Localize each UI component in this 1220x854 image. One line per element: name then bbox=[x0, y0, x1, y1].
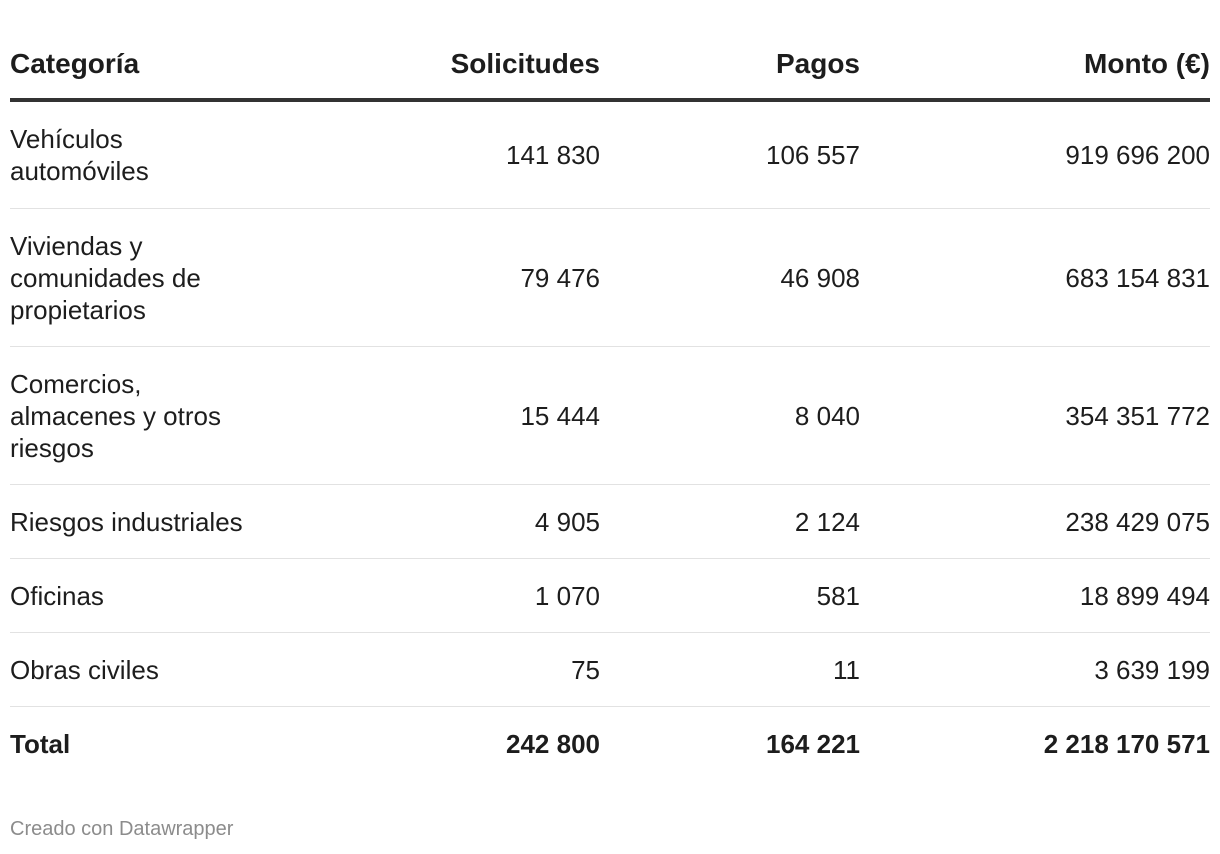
data-table: Categoría Solicitudes Pagos Monto (€) Ve… bbox=[10, 0, 1210, 781]
column-header-monto[interactable]: Monto (€) bbox=[860, 0, 1210, 102]
cell-pagos: 581 bbox=[600, 558, 860, 633]
table-row: Comercios, almacenes y otros riesgos 15 … bbox=[10, 346, 1210, 485]
cell-solicitudes: 1 070 bbox=[270, 558, 600, 633]
cell-pagos: 106 557 bbox=[600, 100, 860, 209]
column-header-pagos[interactable]: Pagos bbox=[600, 0, 860, 102]
cell-pagos: 2 124 bbox=[600, 484, 860, 559]
table-row: Obras civiles 75 11 3 639 199 bbox=[10, 632, 1210, 707]
cell-categoria: Vehículos automóviles bbox=[10, 100, 270, 209]
cell-monto: 238 429 075 bbox=[860, 484, 1210, 559]
cell-pagos: 8 040 bbox=[600, 346, 860, 485]
cell-categoria: Oficinas bbox=[10, 558, 270, 633]
cell-solicitudes: 4 905 bbox=[270, 484, 600, 559]
cell-pagos: 11 bbox=[600, 632, 860, 707]
total-row: Total 242 800 164 221 2 218 170 571 bbox=[10, 707, 1210, 782]
header-row: Categoría Solicitudes Pagos Monto (€) bbox=[10, 0, 1210, 102]
cell-solicitudes: 79 476 bbox=[270, 208, 600, 347]
cell-monto: 18 899 494 bbox=[860, 558, 1210, 633]
total-label: Total bbox=[10, 729, 71, 759]
cell-pagos: 46 908 bbox=[600, 208, 860, 347]
cell-categoria: Viviendas y comunidades de propietarios bbox=[10, 208, 270, 347]
column-header-categoria[interactable]: Categoría bbox=[10, 0, 270, 102]
table-row: Vehículos automóviles 141 830 106 557 91… bbox=[10, 100, 1210, 209]
table-row: Oficinas 1 070 581 18 899 494 bbox=[10, 558, 1210, 633]
cell-categoria: Comercios, almacenes y otros riesgos bbox=[10, 346, 270, 485]
cell-monto: 683 154 831 bbox=[860, 208, 1210, 347]
column-header-solicitudes[interactable]: Solicitudes bbox=[270, 0, 600, 102]
cell-solicitudes: 75 bbox=[270, 632, 600, 707]
cell-monto: 919 696 200 bbox=[860, 100, 1210, 209]
footer-credit[interactable]: Creado con Datawrapper bbox=[10, 818, 234, 840]
cell-categoria: Riesgos industriales bbox=[10, 484, 270, 559]
table-header: Categoría Solicitudes Pagos Monto (€) bbox=[10, 0, 1210, 102]
cell-monto: 354 351 772 bbox=[860, 346, 1210, 485]
table-row: Riesgos industriales 4 905 2 124 238 429… bbox=[10, 484, 1210, 559]
table-row: Viviendas y comunidades de propietarios … bbox=[10, 208, 1210, 347]
cell-solicitudes: 15 444 bbox=[270, 346, 600, 485]
data-table-container: Categoría Solicitudes Pagos Monto (€) Ve… bbox=[10, 0, 1210, 781]
cell-categoria: Obras civiles bbox=[10, 632, 270, 707]
total-monto: 2 218 170 571 bbox=[1043, 729, 1210, 759]
cell-monto: 3 639 199 bbox=[860, 632, 1210, 707]
cell-solicitudes: 141 830 bbox=[270, 100, 600, 209]
table-body: Vehículos automóviles 141 830 106 557 91… bbox=[10, 100, 1210, 781]
total-pagos: 164 221 bbox=[766, 729, 860, 759]
total-solicitudes: 242 800 bbox=[506, 729, 600, 759]
